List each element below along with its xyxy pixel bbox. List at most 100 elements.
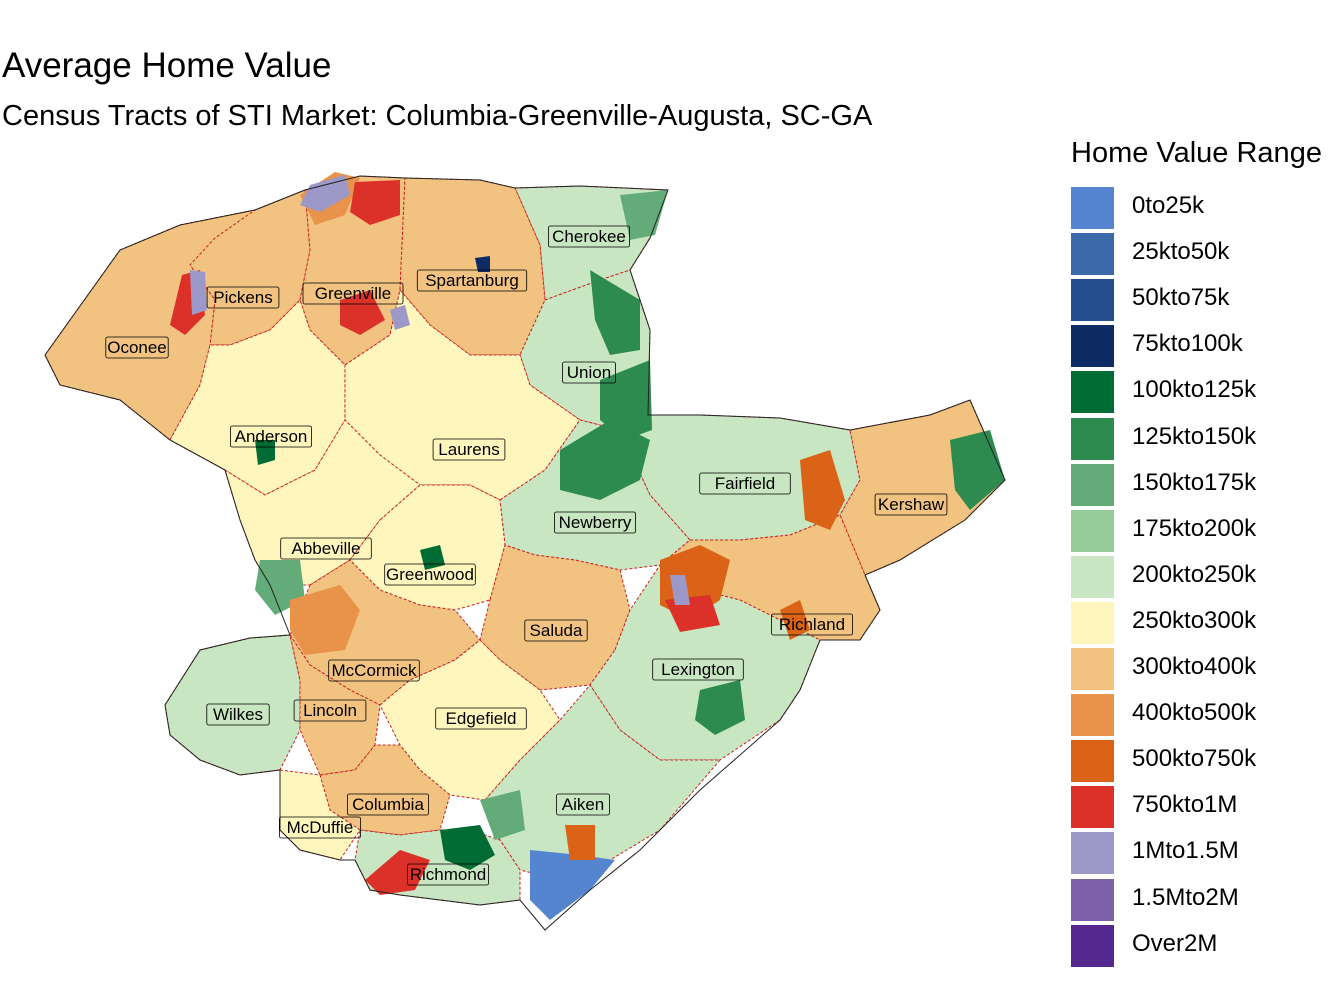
county-label-box <box>293 699 367 722</box>
county-label-box <box>556 793 610 816</box>
legend-label: 400kto500k <box>1132 699 1257 727</box>
legend-swatch <box>1071 233 1114 276</box>
county-label-text: Aiken <box>562 795 605 814</box>
county-label-box <box>548 225 631 248</box>
legend-swatch <box>1071 924 1114 967</box>
county-label-box <box>384 563 476 586</box>
legend-label: 150kto175k <box>1132 468 1257 496</box>
county-label-newberry: Newberry <box>554 511 637 534</box>
county-label-text: Spartanburg <box>425 271 519 290</box>
county-label-text: Fairfield <box>715 474 775 493</box>
county-label-text: Wilkes <box>213 705 263 724</box>
county-label-text: Union <box>567 363 611 382</box>
county-label-box <box>562 361 616 384</box>
county-label-text: Anderson <box>235 427 308 446</box>
legend-swatch <box>1071 371 1114 414</box>
county-label-fairfield: Fairfield <box>699 472 791 495</box>
tract-patch <box>480 790 525 840</box>
county-edgefield <box>379 639 561 801</box>
legend-label: 750kto1M <box>1132 791 1238 819</box>
county-label-spartanburg: Spartanburg <box>416 269 528 292</box>
tract-patch <box>800 450 845 530</box>
county-label-lincoln: Lincoln <box>293 699 367 722</box>
legend-label: 25kto50k <box>1132 238 1230 266</box>
tract-patch <box>620 190 668 240</box>
legend-label: 175kto200k <box>1132 514 1257 542</box>
county-label-greenville: Greenville <box>302 282 404 305</box>
county-label-box <box>874 493 948 516</box>
legend-label: 50kto75k <box>1132 284 1230 312</box>
county-label-lexington: Lexington <box>652 658 744 681</box>
legend-label: 125kto150k <box>1132 422 1257 450</box>
county-label-text: Laurens <box>438 440 499 459</box>
legend-label: 200kto250k <box>1132 560 1257 588</box>
legend-title: Home Value Range <box>1071 137 1322 169</box>
tract-patch <box>440 825 495 870</box>
tract-patch <box>365 850 430 895</box>
tract-patch <box>780 600 810 640</box>
county-richland <box>659 514 881 641</box>
tract-patch <box>190 270 207 315</box>
county-label-aiken: Aiken <box>556 793 610 816</box>
county-label-box <box>771 613 854 636</box>
county-label-box <box>406 863 489 886</box>
legend-swatch <box>1071 509 1114 552</box>
tract-patch <box>530 850 615 920</box>
legend-swatch <box>1071 187 1114 229</box>
county-label-pickens: Pickens <box>206 286 280 309</box>
county-label-saluda: Saluda <box>524 619 588 642</box>
county-label-text: Edgefield <box>446 709 517 728</box>
tract-patch <box>695 680 745 735</box>
tract-patch <box>340 290 385 335</box>
map-title: Average Home Value <box>2 46 332 85</box>
county-label-edgefield: Edgefield <box>435 707 527 730</box>
county-label-text: McDuffie <box>287 818 354 837</box>
legend-label: 300kto400k <box>1132 653 1257 680</box>
county-label-box <box>105 336 169 359</box>
market-outline <box>44 175 1006 931</box>
county-label-box <box>416 269 528 292</box>
county-label-box <box>346 793 429 816</box>
county-label-text: Abbeville <box>292 539 361 558</box>
county-label-text: Pickens <box>213 288 273 307</box>
legend-label: 100kto125k <box>1132 376 1257 404</box>
county-label-box <box>302 282 404 305</box>
map-subtitle: Census Tracts of STI Market: Columbia-Gr… <box>2 100 873 132</box>
county-anderson <box>169 299 346 496</box>
legend-label: 500kto750k <box>1132 745 1257 773</box>
legend-swatch <box>1071 694 1114 737</box>
county-label-text: Greenville <box>315 284 392 303</box>
county-label-box <box>278 816 361 839</box>
tract-patch <box>390 305 410 330</box>
county-label-wilkes: Wilkes <box>206 703 270 726</box>
tract-patch <box>600 360 652 440</box>
county-label-text: Richmond <box>410 865 487 884</box>
legend-swatch <box>1071 417 1114 460</box>
county-label-abbeville: Abbeville <box>280 537 372 560</box>
legend-label: 1.5Mto2M <box>1132 883 1239 911</box>
county-label-oconee: Oconee <box>105 336 169 359</box>
county-label-mcduffie: McDuffie <box>278 816 361 839</box>
legend-swatch <box>1071 832 1114 875</box>
legend-swatch <box>1071 878 1114 921</box>
legend-swatch <box>1071 740 1114 783</box>
county-label-box <box>554 511 637 534</box>
county-label-text: McCormick <box>332 661 417 680</box>
tract-patch <box>255 440 275 465</box>
county-label-mccormick: McCormick <box>328 659 420 682</box>
county-label-text: Lincoln <box>303 701 357 720</box>
county-label-text: Kershaw <box>878 495 945 514</box>
county-label-text: Saluda <box>530 621 583 640</box>
tract-patch <box>300 175 350 212</box>
county-label-greenwood: Greenwood <box>384 563 476 586</box>
county-label-richland: Richland <box>771 613 854 636</box>
county-label-box <box>328 659 420 682</box>
legend-label: 75kto100k <box>1132 330 1243 358</box>
tract-patch <box>590 270 640 355</box>
county-label-kershaw: Kershaw <box>874 493 948 516</box>
legend-swatch <box>1071 463 1114 506</box>
county-label-box <box>435 707 527 730</box>
county-label-columbia: Columbia <box>346 793 429 816</box>
county-label-text: Oconee <box>107 338 167 357</box>
